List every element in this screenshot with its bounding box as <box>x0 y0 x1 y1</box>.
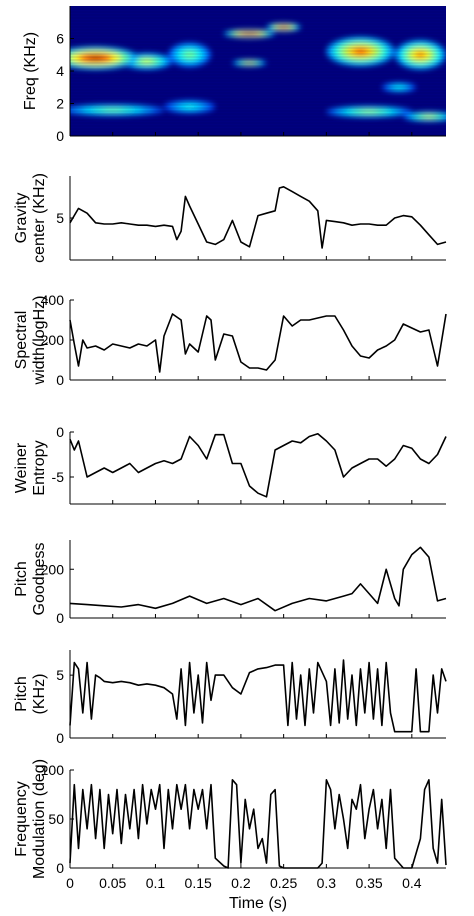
panel-7: 0 50 100 Frequency Modulation (deg) 0 0.05 0.1 0… <box>13 759 447 912</box>
y-tick-label: 100 <box>41 762 65 778</box>
y-axis-label: Entropy <box>31 440 48 495</box>
panel-1: 0 2 4 6 Freq (KHz) <box>22 6 446 144</box>
panel-2: 5 Gravity center (KHz) <box>13 173 447 263</box>
series-line <box>69 546 447 612</box>
y-tick-label: -5 <box>52 469 65 485</box>
spectrogram-blob <box>280 26 288 28</box>
x-tick-label: 0.1 <box>146 875 166 891</box>
y-axis-label: Goodness <box>31 543 48 616</box>
y-tick-label: 200 <box>41 332 65 348</box>
y-tick-label: 5 <box>56 667 64 683</box>
y-tick-label: 0 <box>56 128 64 144</box>
y-tick-label: 2 <box>56 96 64 112</box>
spectrogram-blob <box>185 52 194 58</box>
y-tick-label: 50 <box>48 811 64 827</box>
y-axis-label: Pitch <box>13 676 30 712</box>
spectrogram-blob <box>423 115 435 118</box>
series-line <box>69 432 447 498</box>
panel-6: 0 5 Pitch (KHz) <box>13 650 447 746</box>
y-axis-label: Frequency <box>13 781 30 857</box>
y-tick-label: 0 <box>56 424 64 440</box>
x-tick-label: 0.35 <box>355 875 382 891</box>
x-tick-label: 0 <box>66 875 74 891</box>
y-axis-label: Modulation (deg) <box>31 759 48 879</box>
y-tick-label: 0 <box>56 610 64 626</box>
spectrogram-blob <box>141 59 153 63</box>
y-tick-label: 5 <box>56 210 64 226</box>
x-tick-label: 0.3 <box>317 875 337 891</box>
y-tick-label: 0 <box>56 372 64 388</box>
series-line <box>69 778 447 869</box>
spectrogram-blob <box>102 108 123 112</box>
y-tick-label: 400 <box>41 292 65 308</box>
panel-5: 0 200 Pitch Goodness <box>13 540 447 626</box>
y-axis-label: Gravity <box>13 193 30 244</box>
x-tick-label: 0.05 <box>99 875 126 891</box>
series-line <box>69 186 447 249</box>
spectrogram-blobs <box>70 23 446 122</box>
series-line <box>69 659 447 733</box>
y-tick-label: 4 <box>56 63 64 79</box>
panels: 0 2 4 6 Freq (KHz) 5 Gravity center (KHz) 0 200 40… <box>13 6 447 912</box>
x-tick-label: 0.25 <box>270 875 297 891</box>
spectrogram-blob <box>395 86 403 89</box>
y-axis-label: Pitch <box>13 561 30 597</box>
spectrogram-blob <box>360 110 378 113</box>
x-tick-label: 0.2 <box>231 875 251 891</box>
y-axis-label: width(logHz) <box>31 296 48 386</box>
y-axis-label: center (KHz) <box>31 173 48 263</box>
x-tick-label: 0.4 <box>402 875 422 891</box>
y-axis-label: Weiner <box>13 442 30 493</box>
x-axis-label: Time (s) <box>229 895 287 912</box>
panel-3: 0 200 400 Spectral width(logHz) <box>13 292 447 388</box>
panel-4: -5 0 Weiner Entropy <box>13 424 447 505</box>
spectrogram <box>70 6 446 136</box>
spectrogram-blob <box>244 32 255 35</box>
y-axis-label: Freq (KHz) <box>22 32 39 110</box>
x-tick-label: 0.15 <box>185 875 212 891</box>
spectrogram-blob <box>353 48 368 55</box>
y-axis-label: (KHz) <box>31 674 48 715</box>
series-line <box>69 313 447 373</box>
y-tick-label: 0 <box>56 730 64 746</box>
y-axis-label: Spectral <box>13 311 30 370</box>
y-tick-label: 0 <box>56 860 64 876</box>
spectrogram-blob <box>87 55 105 61</box>
spectrogram-blob <box>415 51 426 58</box>
spectrogram-blob <box>184 105 195 109</box>
y-tick-label: 200 <box>41 561 65 577</box>
spectrogram-blob <box>246 62 253 64</box>
y-tick-label: 6 <box>56 31 64 47</box>
